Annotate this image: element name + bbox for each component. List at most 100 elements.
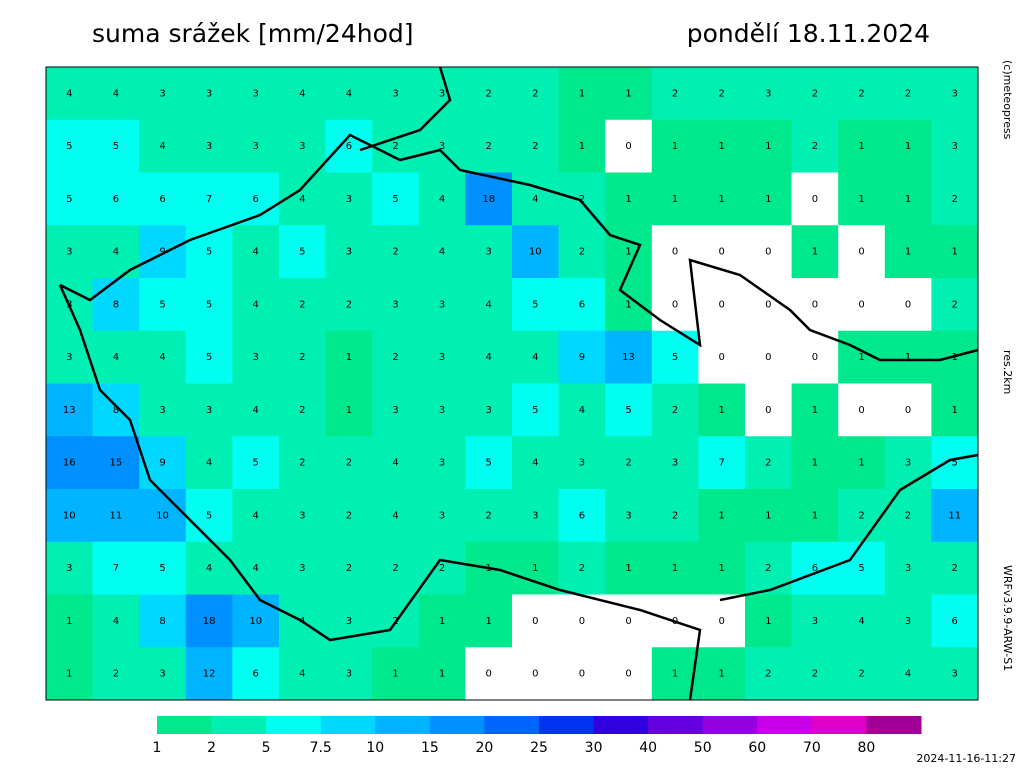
legend-swatch	[157, 716, 213, 734]
precip-value: 2	[113, 669, 119, 680]
precip-value: 1	[625, 194, 631, 205]
precip-cell	[139, 330, 187, 384]
precip-value: 9	[159, 247, 165, 258]
precip-value: 3	[952, 88, 958, 99]
precip-value: 0	[719, 247, 725, 258]
precip-cell	[791, 330, 839, 384]
precip-value: 11	[110, 510, 123, 521]
precip-value: 4	[253, 510, 259, 521]
precip-value: 3	[439, 405, 445, 416]
precip-value: 3	[439, 458, 445, 469]
precip-value: 8	[159, 616, 165, 627]
precip-cell	[92, 541, 140, 595]
precip-value: 4	[253, 247, 259, 258]
precip-value: 2	[579, 194, 585, 205]
precip-value: 2	[672, 510, 678, 521]
precip-value: 1	[858, 352, 864, 363]
legend-label: 1	[153, 740, 162, 756]
precip-cell	[279, 330, 327, 384]
precip-value: 2	[532, 88, 538, 99]
precip-cell	[791, 67, 839, 121]
precip-value: 1	[719, 669, 725, 680]
precip-cell	[325, 172, 373, 226]
precip-value: 4	[206, 563, 212, 574]
precip-value: 5	[206, 510, 212, 521]
precip-value: 9	[159, 458, 165, 469]
precip-cell	[232, 647, 280, 701]
legend-label: 30	[585, 740, 603, 756]
precip-value: 4	[858, 616, 864, 627]
precip-value: 1	[905, 352, 911, 363]
precip-value: 1	[625, 299, 631, 310]
precip-value: 3	[346, 616, 352, 627]
precip-cell	[931, 489, 979, 543]
precip-value: 3	[392, 299, 398, 310]
precip-cell	[46, 541, 94, 595]
precip-value: 5	[206, 352, 212, 363]
precip-value: 18	[482, 194, 495, 205]
copyright-label: (c)meteopress	[1001, 60, 1014, 140]
precip-cell	[139, 541, 187, 595]
precip-value: 3	[253, 141, 259, 152]
precip-value: 0	[672, 247, 678, 258]
precip-value: 4	[113, 88, 119, 99]
precip-cell	[279, 436, 327, 490]
precip-value: 5	[532, 299, 538, 310]
precip-cell	[791, 436, 839, 490]
precip-cell	[931, 67, 979, 121]
precip-cell	[512, 594, 560, 648]
precip-value: 0	[719, 299, 725, 310]
precip-value: 5	[299, 247, 305, 258]
precip-value: 2	[905, 510, 911, 521]
precip-cell	[558, 383, 606, 437]
precip-cell	[791, 172, 839, 226]
precip-value: 0	[765, 299, 771, 310]
precip-value: 1	[952, 405, 958, 416]
precip-cell	[139, 119, 187, 173]
precip-value: 3	[346, 669, 352, 680]
precip-cell	[185, 67, 233, 121]
precip-cell	[139, 647, 187, 701]
legend-label: 50	[694, 740, 712, 756]
precip-cell	[884, 383, 932, 437]
precip-value: 2	[672, 405, 678, 416]
precip-value: 3	[66, 563, 72, 574]
precip-value: 2	[299, 299, 305, 310]
precip-value: 4	[392, 510, 398, 521]
precip-cell	[651, 436, 699, 490]
precip-cell	[279, 119, 327, 173]
precip-value: 5	[672, 352, 678, 363]
precip-value: 10	[529, 247, 542, 258]
precip-value: 1	[346, 352, 352, 363]
precip-cell	[651, 119, 699, 173]
precip-value: 1	[719, 510, 725, 521]
legend-swatch	[266, 716, 322, 734]
precip-value: 7	[719, 458, 725, 469]
precip-cell	[92, 647, 140, 701]
legend-swatch	[648, 716, 704, 734]
precip-cell	[418, 278, 466, 332]
precip-value: 1	[765, 510, 771, 521]
precip-cell	[884, 489, 932, 543]
precip-value: 2	[858, 669, 864, 680]
precip-cell	[465, 489, 513, 543]
precip-value: 3	[439, 352, 445, 363]
precip-value: 0	[625, 141, 631, 152]
precip-cell	[698, 278, 746, 332]
precip-value: 1	[952, 247, 958, 258]
precip-value: 4	[486, 352, 492, 363]
precip-cell	[791, 119, 839, 173]
precip-value: 4	[905, 669, 911, 680]
precip-value: 4	[113, 616, 119, 627]
precip-cell	[372, 225, 420, 279]
precip-cell	[558, 594, 606, 648]
precip-value: 0	[579, 616, 585, 627]
precip-value: 3	[299, 563, 305, 574]
precip-cell	[512, 67, 560, 121]
precip-value: 10	[249, 616, 262, 627]
precip-value: 3	[439, 299, 445, 310]
precip-value: 0	[625, 616, 631, 627]
precip-value: 0	[858, 247, 864, 258]
precip-cell	[325, 225, 373, 279]
precip-cell	[605, 278, 653, 332]
